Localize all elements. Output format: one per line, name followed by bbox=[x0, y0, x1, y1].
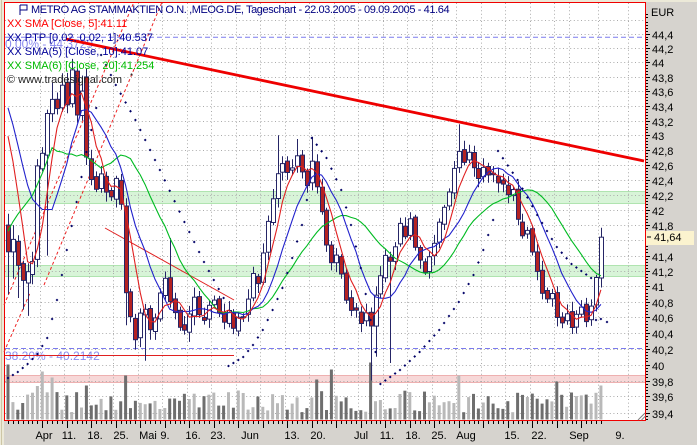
svg-text:23.: 23. bbox=[210, 430, 225, 442]
svg-text:20.: 20. bbox=[310, 430, 325, 442]
svg-text:*: * bbox=[130, 72, 133, 81]
svg-text:© www.tradesignal.com: © www.tradesignal.com bbox=[7, 74, 122, 86]
svg-text:43,6: 43,6 bbox=[652, 87, 673, 99]
svg-text:Aug: Aug bbox=[456, 430, 476, 442]
svg-text:42: 42 bbox=[652, 206, 664, 218]
svg-text:25.: 25. bbox=[431, 430, 446, 442]
svg-text:Mai: Mai bbox=[139, 430, 157, 442]
svg-text:9.: 9. bbox=[160, 430, 169, 442]
svg-text:EUR: EUR bbox=[651, 7, 674, 19]
svg-text:XX PTP [0.02, 0.02, 1]:40.537: XX PTP [0.02, 0.02, 1]:40.537 bbox=[7, 32, 153, 44]
svg-text:39,4: 39,4 bbox=[652, 409, 673, 421]
svg-text:44: 44 bbox=[652, 58, 664, 70]
svg-text:41,64: 41,64 bbox=[654, 232, 682, 244]
svg-text:Jul: Jul bbox=[354, 430, 368, 442]
svg-text:16.: 16. bbox=[185, 430, 200, 442]
svg-text:18.: 18. bbox=[87, 430, 102, 442]
svg-text:Apr: Apr bbox=[35, 430, 52, 442]
svg-text:Jun: Jun bbox=[241, 430, 259, 442]
svg-text:13.: 13. bbox=[284, 430, 299, 442]
svg-text:42,2: 42,2 bbox=[652, 191, 673, 203]
svg-text:9.: 9. bbox=[615, 430, 624, 442]
svg-text:15.: 15. bbox=[504, 430, 519, 442]
svg-text:43,8: 43,8 bbox=[652, 73, 673, 85]
svg-text:40,6: 40,6 bbox=[652, 313, 673, 325]
svg-text:40,8: 40,8 bbox=[652, 298, 673, 310]
svg-text:41,8: 41,8 bbox=[652, 221, 673, 233]
svg-text:XX SMA(6) [Close, 20]:41.254: XX SMA(6) [Close, 20]:41.254 bbox=[7, 60, 154, 72]
svg-text:42,8: 42,8 bbox=[652, 146, 673, 158]
svg-text:39,6: 39,6 bbox=[652, 392, 673, 404]
svg-text:41: 41 bbox=[652, 282, 664, 294]
svg-text:41,4: 41,4 bbox=[652, 252, 673, 264]
svg-text:42,4: 42,4 bbox=[652, 176, 673, 188]
svg-text:11.: 11. bbox=[380, 430, 394, 442]
svg-text:18.: 18. bbox=[405, 430, 420, 442]
svg-text:25.: 25. bbox=[113, 430, 128, 442]
svg-text:39,8: 39,8 bbox=[652, 377, 673, 389]
svg-text:METRO AG STAMMAKTIEN O.N. ,MEO: METRO AG STAMMAKTIEN O.N. ,MEOG.DE, Tage… bbox=[31, 4, 449, 16]
svg-text:44,4: 44,4 bbox=[652, 30, 673, 42]
svg-text:XX SMA(5) [Close, 10]:41.07: XX SMA(5) [Close, 10]:41.07 bbox=[7, 46, 148, 58]
svg-text:22.: 22. bbox=[531, 430, 546, 442]
svg-text:44,2: 44,2 bbox=[652, 44, 673, 56]
svg-text:43: 43 bbox=[652, 131, 664, 143]
svg-text:40,4: 40,4 bbox=[652, 329, 673, 341]
svg-text:Sep: Sep bbox=[569, 430, 589, 442]
svg-text:43,2: 43,2 bbox=[652, 117, 673, 129]
svg-text:40: 40 bbox=[652, 361, 664, 373]
svg-text:XX SMA [Close, 5]:41.11: XX SMA [Close, 5]:41.11 bbox=[7, 18, 127, 30]
svg-text:40,2: 40,2 bbox=[652, 345, 673, 357]
svg-text:43,4: 43,4 bbox=[652, 102, 673, 114]
svg-text:11.: 11. bbox=[62, 430, 76, 442]
svg-text:42,6: 42,6 bbox=[652, 161, 673, 173]
svg-text:41,2: 41,2 bbox=[652, 267, 673, 279]
